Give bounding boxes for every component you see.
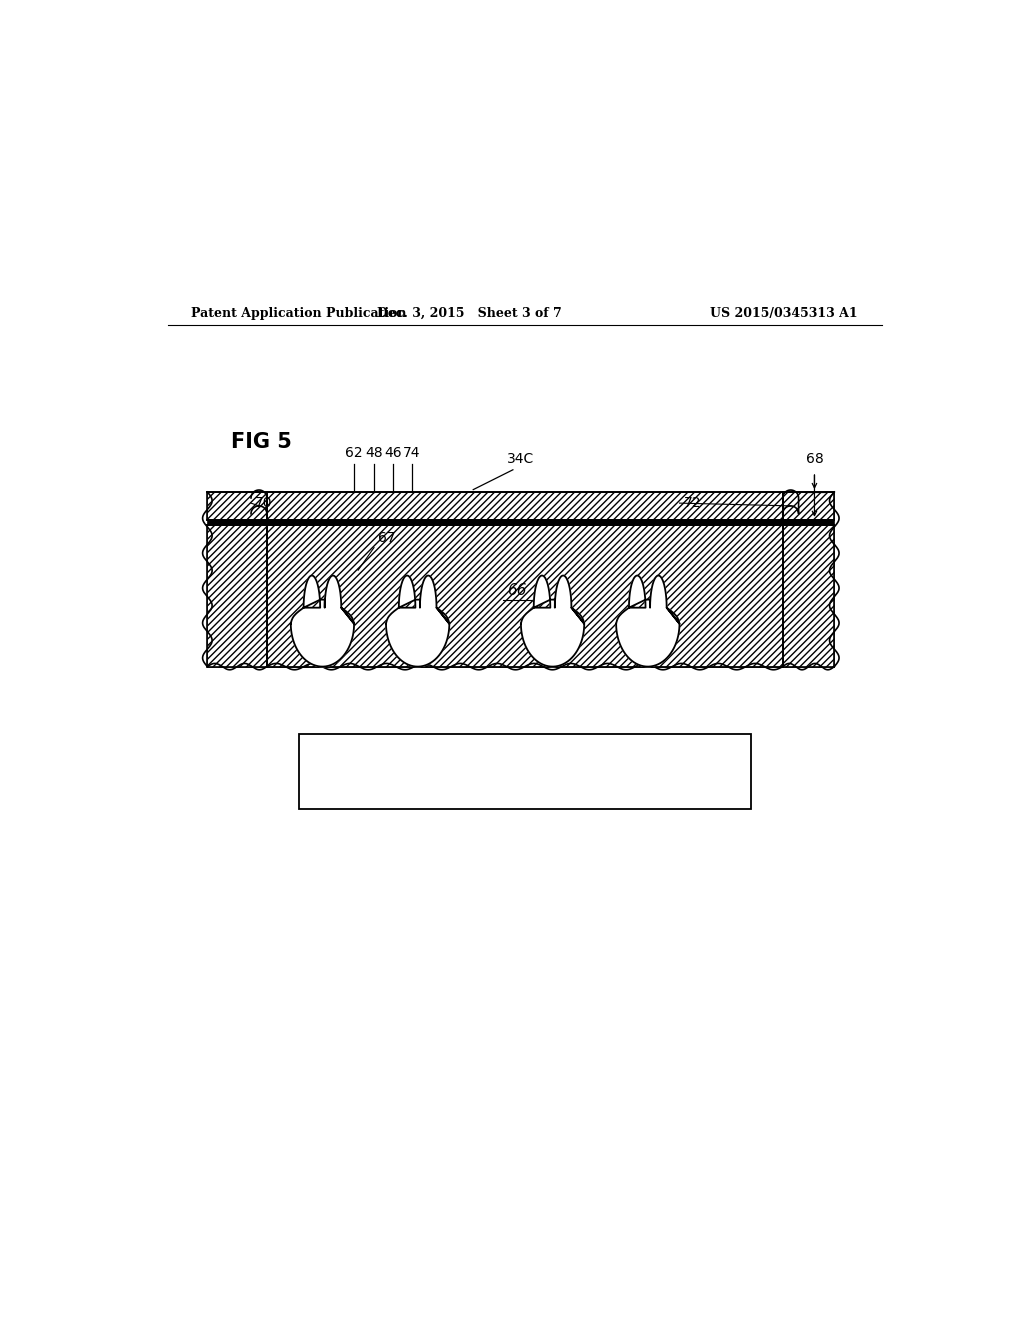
Text: 76: 76 — [515, 747, 535, 762]
Polygon shape — [207, 520, 267, 525]
Polygon shape — [267, 520, 782, 525]
Polygon shape — [521, 576, 585, 667]
Polygon shape — [386, 576, 450, 667]
Polygon shape — [207, 492, 267, 520]
Polygon shape — [207, 525, 267, 667]
Polygon shape — [616, 576, 680, 667]
Text: Dec. 3, 2015   Sheet 3 of 7: Dec. 3, 2015 Sheet 3 of 7 — [377, 308, 561, 319]
Text: 72: 72 — [684, 496, 701, 510]
Text: 68: 68 — [806, 451, 823, 466]
Text: 48: 48 — [366, 446, 383, 461]
Text: 62: 62 — [345, 446, 362, 461]
Text: 46: 46 — [384, 446, 401, 461]
Text: 34C: 34C — [507, 451, 535, 466]
Text: Patent Application Publication: Patent Application Publication — [191, 308, 407, 319]
Polygon shape — [782, 492, 835, 520]
Polygon shape — [267, 525, 782, 667]
Text: 74: 74 — [403, 446, 421, 461]
Text: 66: 66 — [507, 583, 526, 598]
Text: HEATER: HEATER — [495, 772, 555, 787]
Bar — [299, 734, 751, 809]
Text: 67: 67 — [378, 531, 395, 545]
Polygon shape — [782, 525, 835, 667]
Text: FIG 5: FIG 5 — [231, 433, 292, 453]
Polygon shape — [782, 520, 835, 525]
Text: 70: 70 — [255, 496, 272, 510]
Polygon shape — [267, 492, 782, 520]
Text: US 2015/0345313 A1: US 2015/0345313 A1 — [711, 308, 858, 319]
Polygon shape — [291, 576, 354, 667]
